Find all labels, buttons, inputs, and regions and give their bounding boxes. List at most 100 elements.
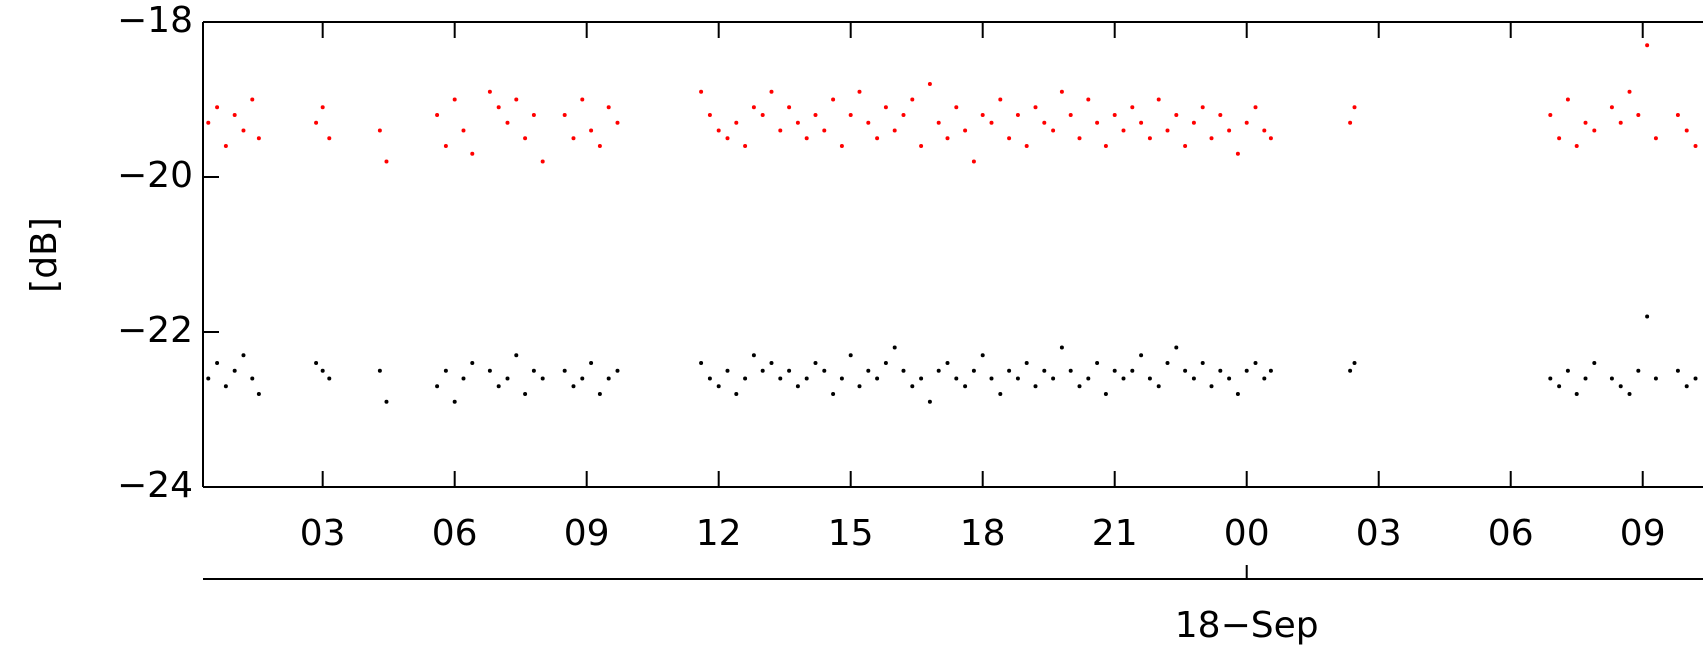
data-point	[1095, 120, 1100, 125]
data-point	[1557, 136, 1562, 141]
data-point	[1262, 376, 1267, 381]
data-point	[1618, 120, 1623, 125]
data-point	[1583, 120, 1588, 125]
data-point	[892, 345, 897, 350]
x-tick-label: 06	[432, 513, 478, 554]
data-point	[461, 128, 466, 133]
data-point	[1653, 376, 1658, 381]
data-point	[998, 392, 1003, 396]
data-point	[562, 368, 567, 373]
data-point	[606, 376, 611, 381]
data-point	[989, 120, 994, 125]
data-point	[822, 128, 827, 133]
data-point	[1352, 105, 1357, 110]
data-point	[1007, 368, 1012, 373]
data-point	[580, 376, 585, 381]
data-point	[1218, 368, 1223, 373]
data-point	[487, 368, 492, 373]
data-point	[1051, 376, 1056, 381]
data-point	[769, 361, 774, 365]
data-point	[1200, 361, 1205, 365]
data-point	[562, 113, 567, 117]
data-point	[875, 376, 880, 381]
data-point	[1015, 376, 1020, 381]
data-point	[910, 384, 915, 389]
data-point	[716, 128, 721, 133]
data-point	[615, 120, 620, 125]
data-point	[734, 120, 739, 125]
data-point	[1183, 368, 1188, 373]
data-point	[1156, 384, 1161, 389]
data-point	[435, 113, 440, 117]
data-point	[866, 120, 871, 125]
data-point	[1565, 97, 1570, 102]
data-point	[1645, 314, 1650, 319]
data-point	[1684, 384, 1689, 389]
data-point	[1068, 368, 1073, 373]
data-point	[1592, 128, 1597, 133]
data-point	[699, 361, 704, 365]
data-point	[725, 368, 730, 373]
data-point	[580, 97, 585, 102]
data-point	[606, 105, 611, 110]
data-point	[1684, 128, 1689, 133]
data-point	[892, 128, 897, 133]
data-point	[1609, 376, 1614, 381]
data-point	[1024, 361, 1029, 365]
y-tick-label: −22	[117, 310, 193, 351]
data-point	[971, 368, 976, 373]
data-point	[1183, 144, 1188, 148]
data-point	[1156, 97, 1161, 102]
data-point	[1033, 384, 1038, 389]
data-point	[1059, 345, 1064, 350]
data-point	[822, 368, 827, 373]
data-point	[443, 368, 448, 373]
data-point	[1139, 353, 1144, 358]
data-point	[971, 159, 976, 164]
data-point	[487, 89, 492, 94]
data-point	[1592, 361, 1597, 365]
data-point	[496, 384, 501, 389]
data-point	[1557, 384, 1562, 389]
x-tick-label: 03	[300, 513, 346, 554]
data-point	[751, 353, 756, 358]
data-point	[452, 399, 457, 404]
data-point	[470, 361, 475, 365]
data-point	[232, 113, 237, 117]
data-point	[1024, 144, 1029, 148]
data-point	[963, 128, 968, 133]
data-point	[1235, 392, 1240, 396]
data-point	[883, 361, 888, 365]
data-point	[1191, 376, 1196, 381]
data-point	[1112, 368, 1117, 373]
data-point	[1015, 113, 1020, 117]
data-point	[857, 89, 862, 94]
data-point	[540, 376, 545, 381]
data-point	[1235, 151, 1240, 156]
data-point	[615, 368, 620, 373]
data-point	[523, 136, 528, 141]
data-point	[707, 113, 712, 117]
data-point	[1095, 361, 1100, 365]
data-point	[1033, 105, 1038, 110]
data-point	[531, 113, 536, 117]
data-point	[1165, 361, 1170, 365]
data-point	[699, 89, 704, 94]
data-point	[1244, 368, 1249, 373]
data-point	[760, 113, 765, 117]
x-tick-label: 03	[1356, 513, 1402, 554]
data-point	[1609, 105, 1614, 110]
data-point	[1653, 136, 1658, 141]
data-point	[760, 368, 765, 373]
data-point	[597, 144, 602, 148]
data-point	[256, 136, 261, 141]
data-point	[1574, 392, 1579, 396]
data-point	[787, 368, 792, 373]
x-tick-label: 21	[1092, 513, 1138, 554]
data-point	[505, 120, 510, 125]
data-point	[1675, 368, 1680, 373]
data-point	[813, 113, 818, 117]
data-point	[1253, 361, 1258, 365]
data-point	[496, 105, 501, 110]
data-point	[1007, 136, 1012, 141]
